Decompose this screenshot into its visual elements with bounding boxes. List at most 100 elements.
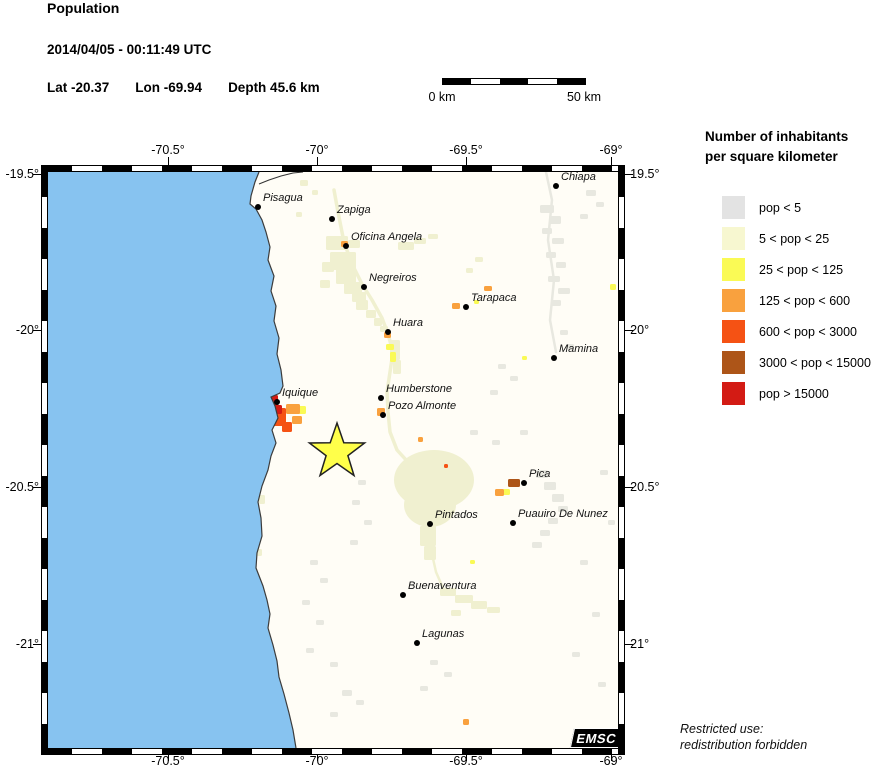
restricted-use-note: Restricted use: redistribution forbidden	[680, 722, 808, 752]
population-patch	[490, 390, 498, 395]
city-label: Lagunas	[422, 628, 465, 640]
city-label: Huara	[393, 317, 423, 329]
population-patch	[520, 430, 528, 435]
population-patch	[586, 190, 596, 196]
population-patch	[356, 300, 368, 310]
legend-row: 125 < pop < 600	[722, 289, 871, 312]
population-patch	[522, 356, 527, 360]
scale-segment	[499, 79, 529, 84]
population-patch	[598, 682, 606, 687]
population-patch	[352, 292, 366, 302]
population-patch	[470, 430, 478, 435]
population-patch	[358, 480, 366, 485]
population-patch	[463, 719, 469, 725]
axis-tick	[625, 487, 633, 488]
axis-label-top: -70°	[305, 143, 329, 157]
population-patch	[536, 470, 548, 478]
city-dot	[329, 216, 335, 222]
population-patch	[471, 601, 487, 609]
city-label: Zapiga	[337, 204, 371, 216]
scale-segment	[443, 79, 472, 84]
population-patch	[386, 344, 394, 350]
population-patch	[316, 620, 324, 625]
city-label: Tarapaca	[471, 292, 517, 304]
population-patch	[424, 546, 436, 560]
population-patch	[420, 526, 436, 546]
axis-tick	[33, 487, 41, 488]
population-patch	[320, 578, 328, 583]
population-patch	[558, 288, 570, 294]
map-frame-right	[618, 165, 625, 755]
legend-label: 5 < pop < 25	[759, 231, 830, 246]
population-patch	[552, 238, 564, 244]
population-patch	[286, 404, 300, 414]
city-label: Pica	[529, 468, 551, 480]
city-label: Humberstone	[386, 383, 453, 395]
axis-label-top: -69°	[599, 143, 623, 157]
city-label: Pintados	[435, 509, 478, 521]
legend-row: pop < 5	[722, 196, 871, 219]
legend-swatch	[722, 320, 745, 343]
population-patch	[444, 464, 448, 468]
population-patch	[466, 268, 473, 273]
population-patch	[474, 300, 479, 304]
map-svg	[48, 172, 616, 748]
population-patch	[282, 422, 292, 432]
scale-label-fifty: 50 km	[566, 90, 602, 104]
map-frame-left	[41, 165, 48, 755]
legend-label: 125 < pop < 600	[759, 293, 851, 308]
city-dot	[378, 395, 384, 401]
population-patch	[551, 300, 561, 306]
legend-swatch	[722, 258, 745, 281]
population-patch	[296, 212, 302, 217]
legend-swatch	[722, 351, 745, 374]
legend-swatch	[722, 196, 745, 219]
city-dot	[521, 480, 527, 486]
axis-tick	[168, 157, 169, 165]
axis-tick	[317, 157, 318, 165]
city-label: Chiapa	[561, 172, 596, 183]
population-patch	[330, 712, 338, 717]
axis-label-right: -19.5°	[626, 167, 660, 181]
axis-label-bottom: -69.5°	[449, 754, 483, 768]
population-patch	[600, 470, 608, 475]
legend: pop < 5 5 < pop < 25 25 < pop < 125 125 < p…	[722, 196, 871, 413]
population-patch	[546, 252, 556, 258]
legend-row: 5 < pop < 25	[722, 227, 871, 250]
border-line	[258, 172, 304, 185]
axis-tick	[625, 174, 633, 175]
population-patch	[452, 303, 460, 309]
legend-label: 25 < pop < 125	[759, 262, 844, 277]
population-patch	[470, 560, 475, 564]
population-patch	[428, 234, 438, 239]
population-patch	[352, 500, 360, 505]
population-patch	[292, 416, 302, 424]
event-lat: Lat -20.37	[47, 80, 110, 95]
legend-row: pop > 15000	[722, 382, 871, 405]
population-patch	[312, 190, 318, 195]
population-patch	[548, 276, 560, 282]
city-dot	[463, 304, 469, 310]
legend-label: 600 < pop < 3000	[759, 324, 858, 339]
population-patch	[484, 286, 492, 291]
legend-swatch	[722, 382, 745, 405]
legend-label: pop > 15000	[759, 386, 829, 401]
legend-row: 3000 < pop < 15000	[722, 351, 871, 374]
population-patch	[444, 672, 452, 677]
city-dot	[551, 355, 557, 361]
page-title: Population	[47, 0, 120, 16]
population-patch	[540, 205, 554, 213]
population-patch	[455, 595, 473, 603]
city-label: Puauiro De Nunez	[518, 508, 608, 520]
population-patch	[336, 268, 356, 284]
population-patch	[310, 560, 318, 565]
event-location: Lat -20.37 Lon -69.94 Depth 45.6 km	[47, 80, 346, 95]
city-dot	[510, 520, 516, 526]
population-patch	[330, 252, 356, 270]
population-patch	[475, 257, 483, 262]
population-patch	[330, 662, 338, 667]
axis-label-left: -21°	[15, 637, 39, 651]
population-patch	[560, 330, 568, 335]
map-frame-top	[41, 165, 625, 172]
population-patch	[580, 214, 588, 219]
